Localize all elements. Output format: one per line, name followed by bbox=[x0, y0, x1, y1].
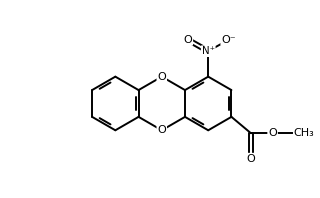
Text: O: O bbox=[157, 72, 166, 82]
Text: CH₃: CH₃ bbox=[294, 128, 315, 138]
Text: O: O bbox=[157, 125, 166, 135]
Text: O⁻: O⁻ bbox=[221, 35, 236, 45]
Text: N⁺: N⁺ bbox=[202, 46, 215, 56]
Text: O: O bbox=[247, 154, 255, 164]
Text: O: O bbox=[183, 35, 192, 45]
Text: O: O bbox=[268, 128, 277, 138]
